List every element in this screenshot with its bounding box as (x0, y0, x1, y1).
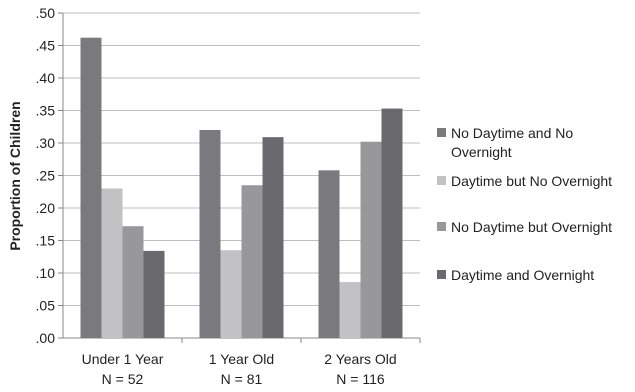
y-tick-label: .05 (36, 298, 56, 314)
x-tick-sublabel: N = 116 (336, 371, 385, 387)
legend-item: No Daytime and No Overnight (437, 124, 635, 162)
y-axis-label: Proportion of Children (7, 101, 23, 250)
bar (381, 108, 403, 338)
legend-label: Daytime but No Overnight (451, 173, 613, 189)
bar (122, 226, 144, 338)
legend-swatch (437, 128, 446, 137)
x-tick-label: 1 Year Old (209, 351, 274, 367)
legend-item: Daytime and Overnight (437, 266, 635, 285)
bar (339, 282, 361, 338)
bar (220, 250, 242, 338)
bar (80, 37, 102, 338)
y-tick-label: .00 (36, 330, 56, 346)
y-tick-label: .10 (36, 265, 56, 281)
y-tick-label: .35 (36, 103, 56, 119)
x-tick-label: 2 Years Old (324, 351, 396, 367)
x-tick-labels: Under 1 Year N = 52 1 Year Old N = 81 2 Year… (82, 351, 397, 387)
bars (80, 37, 403, 338)
y-tick-label: .50 (36, 5, 56, 21)
legend-swatch (437, 222, 446, 231)
bar (199, 130, 221, 338)
y-tick-label: .30 (36, 135, 56, 151)
bar (262, 137, 284, 338)
y-tick-label: .45 (36, 38, 56, 54)
bar (101, 188, 123, 338)
y-tick-labels: .00 .05 .10 .15 .20 .25 .30 .35 .40 .45 .50 (36, 5, 56, 346)
y-tick-label: .15 (36, 233, 56, 249)
x-tick-sublabel: N = 52 (102, 371, 144, 387)
bar (360, 141, 382, 338)
y-tick-label: .40 (36, 70, 56, 86)
legend-swatch (437, 270, 446, 279)
x-tick-label: Under 1 Year (82, 351, 164, 367)
legend-item: No Daytime but Overnight (437, 218, 635, 237)
legend-swatch (437, 176, 446, 185)
legend-item: Daytime but No Overnight (437, 172, 635, 191)
legend-label: Daytime and Overnight (451, 267, 595, 283)
bar (318, 170, 340, 338)
bar (241, 185, 263, 338)
legend-label: No Daytime and No Overnight (451, 125, 574, 160)
bar (143, 250, 165, 338)
legend-label: No Daytime but Overnight (451, 219, 613, 235)
y-tick-label: .20 (36, 200, 56, 216)
y-tick-label: .25 (36, 168, 56, 184)
x-tick-sublabel: N = 81 (221, 371, 263, 387)
